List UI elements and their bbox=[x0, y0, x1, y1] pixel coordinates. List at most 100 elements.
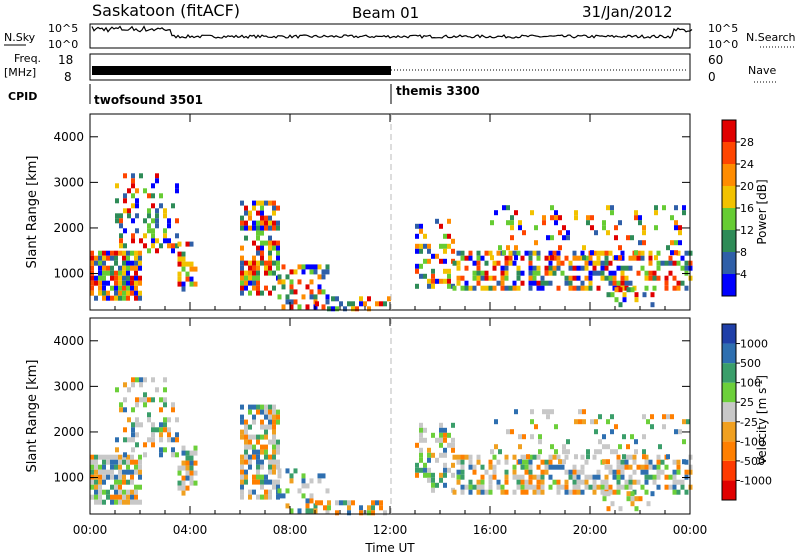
data-cell bbox=[371, 510, 375, 516]
data-cell bbox=[584, 275, 589, 281]
data-cell bbox=[624, 479, 629, 485]
data-cell bbox=[564, 484, 569, 490]
data-cell bbox=[276, 439, 280, 445]
data-cell bbox=[536, 255, 541, 261]
data-cell bbox=[548, 454, 553, 460]
data-cell bbox=[240, 260, 244, 266]
data-cell bbox=[260, 245, 264, 251]
data-cell bbox=[264, 260, 268, 266]
data-cell bbox=[580, 280, 585, 286]
data-cell bbox=[131, 437, 135, 443]
data-cell bbox=[325, 269, 330, 275]
data-cell bbox=[151, 432, 155, 438]
data-cell bbox=[98, 285, 102, 291]
data-cell bbox=[309, 269, 314, 275]
data-cell bbox=[115, 183, 119, 189]
data-cell bbox=[175, 437, 179, 443]
data-cell bbox=[268, 424, 272, 430]
data-cell bbox=[576, 285, 581, 291]
data-cell bbox=[680, 265, 685, 271]
data-cell bbox=[181, 286, 186, 292]
data-cell bbox=[123, 452, 127, 458]
colorbar-tick-label: 20 bbox=[740, 180, 754, 193]
data-cell bbox=[106, 280, 110, 286]
data-cell bbox=[134, 280, 138, 286]
data-cell bbox=[264, 200, 268, 206]
data-cell bbox=[285, 503, 290, 509]
data-cell bbox=[524, 464, 529, 470]
data-cell bbox=[616, 489, 621, 495]
data-cell bbox=[276, 220, 280, 226]
data-cell bbox=[240, 285, 244, 291]
data-cell bbox=[256, 464, 260, 470]
data-cell bbox=[562, 449, 566, 455]
data-cell bbox=[590, 215, 594, 221]
data-cell bbox=[580, 285, 585, 291]
data-cell bbox=[260, 255, 264, 261]
data-cell bbox=[272, 414, 276, 420]
data-cell bbox=[281, 284, 286, 290]
data-cell bbox=[584, 255, 589, 261]
data-cell bbox=[676, 250, 681, 256]
data-cell bbox=[684, 459, 689, 465]
data-cell bbox=[240, 265, 244, 271]
data-cell bbox=[163, 233, 167, 239]
data-cell bbox=[490, 255, 494, 261]
data-cell bbox=[126, 479, 130, 485]
data-cell bbox=[131, 407, 135, 413]
data-cell bbox=[492, 454, 497, 460]
nsky-tick-lo: 10^0 bbox=[48, 38, 78, 51]
data-cell bbox=[309, 493, 314, 499]
data-cell bbox=[530, 434, 534, 440]
data-cell bbox=[456, 474, 461, 480]
colorbar-segment bbox=[722, 274, 736, 296]
data-cell bbox=[540, 469, 545, 475]
data-cell bbox=[131, 173, 135, 179]
data-cell bbox=[684, 250, 689, 256]
data-cell bbox=[185, 261, 190, 267]
data-cell bbox=[268, 414, 272, 420]
data-cell bbox=[594, 449, 598, 455]
data-cell bbox=[325, 299, 330, 305]
data-cell bbox=[550, 409, 554, 415]
data-cell bbox=[106, 489, 110, 495]
data-cell bbox=[102, 479, 106, 485]
data-cell bbox=[574, 454, 578, 460]
data-cell bbox=[159, 407, 163, 413]
data-cell bbox=[510, 215, 514, 221]
data-cell bbox=[604, 255, 609, 261]
data-cell bbox=[636, 250, 641, 256]
data-cell bbox=[550, 444, 554, 450]
data-cell bbox=[240, 275, 244, 281]
data-cell bbox=[268, 220, 272, 226]
data-cell bbox=[383, 510, 387, 516]
data-cell bbox=[260, 434, 264, 440]
data-cell bbox=[90, 290, 94, 296]
data-cell bbox=[584, 484, 589, 490]
data-cell bbox=[309, 498, 314, 504]
data-cell bbox=[662, 205, 666, 211]
data-cell bbox=[126, 464, 130, 470]
data-cell bbox=[524, 469, 529, 475]
data-cell bbox=[682, 205, 686, 211]
data-cell bbox=[431, 472, 435, 478]
data-cell bbox=[268, 200, 272, 206]
data-cell bbox=[456, 479, 461, 485]
data-cell bbox=[528, 464, 533, 470]
nsky-series bbox=[91, 25, 693, 39]
data-cell bbox=[452, 285, 457, 291]
data-cell bbox=[590, 225, 594, 231]
data-cell bbox=[135, 198, 139, 204]
colorbar-tick-label: -500 bbox=[740, 455, 765, 468]
data-cell bbox=[580, 489, 585, 495]
data-cell bbox=[177, 480, 182, 486]
data-cell bbox=[248, 280, 252, 286]
data-cell bbox=[115, 198, 119, 204]
data-cell bbox=[375, 500, 379, 506]
data-cell bbox=[580, 469, 585, 475]
data-cell bbox=[500, 489, 505, 495]
data-cell bbox=[656, 464, 661, 470]
data-cell bbox=[301, 264, 306, 270]
data-cell bbox=[632, 469, 637, 475]
data-cell bbox=[460, 285, 465, 291]
